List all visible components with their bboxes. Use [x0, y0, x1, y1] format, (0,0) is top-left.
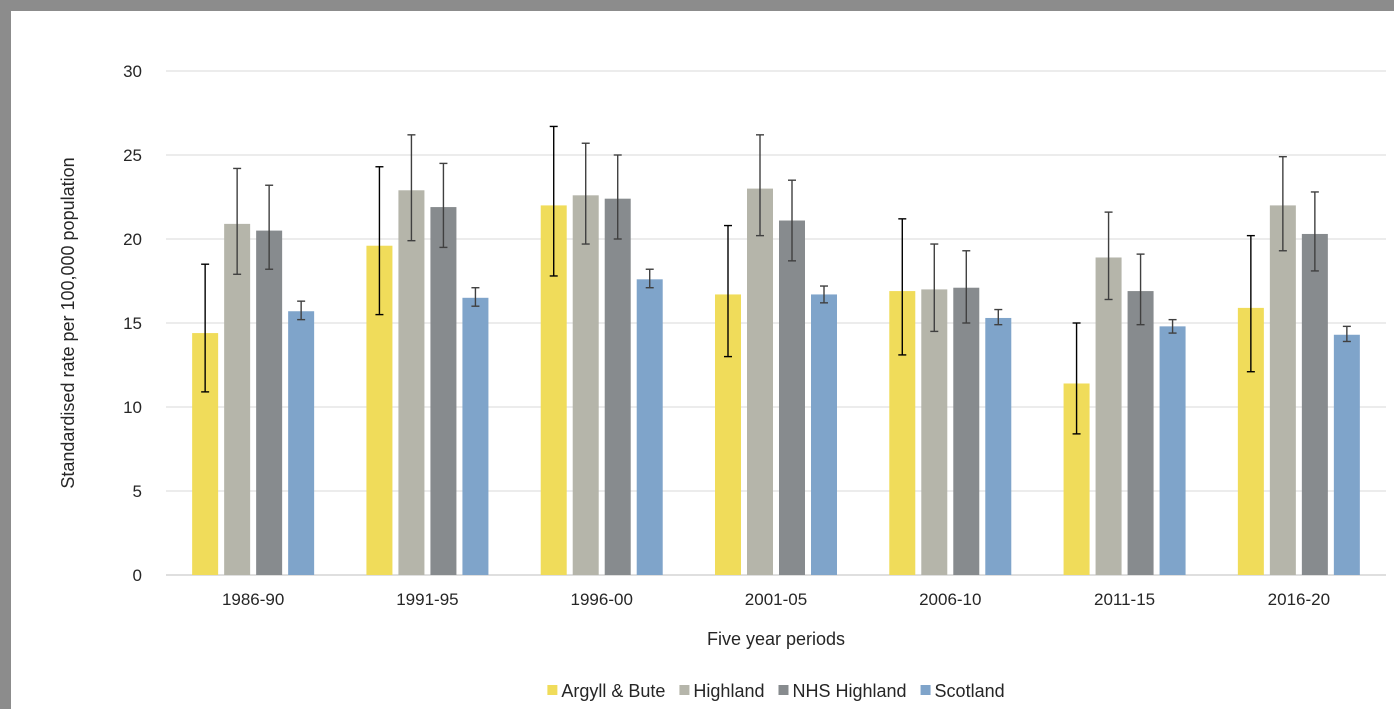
y-tick-label: 0: [133, 566, 142, 585]
bar: [572, 195, 599, 575]
bar: [636, 279, 663, 575]
bar: [256, 230, 283, 575]
x-tick-labels: 1986-90 1991-95 1996-00 2001-05 2006-10 2011-…: [222, 590, 1330, 609]
bar: [921, 289, 948, 575]
bar: [1095, 257, 1122, 575]
x-tick-label: 1996-00: [571, 590, 633, 609]
bar: [398, 190, 425, 575]
x-tick-label: 2001-05: [745, 590, 807, 609]
bar: [953, 287, 980, 575]
x-axis-title: Five year periods: [707, 629, 845, 649]
legend-item: NHS Highland: [778, 681, 907, 701]
bar: [1127, 291, 1154, 575]
bar-chart: 0 5 10 15 20 25 30 1986-90 1991-95 1996-00 2001-0…: [58, 62, 1386, 701]
y-tick-label: 15: [123, 314, 142, 333]
y-axis-title: Standardised rate per 100,000 population: [58, 157, 78, 488]
legend-label: Highland: [693, 681, 764, 701]
bars: [192, 188, 1360, 575]
bar: [779, 220, 805, 575]
gridlines: [166, 70, 1386, 576]
legend-label: Argyll & Bute: [561, 681, 665, 701]
x-tick-label: 2006-10: [919, 590, 981, 609]
legend-item: Argyll & Bute: [547, 681, 665, 701]
bar: [1333, 334, 1360, 575]
error-bars: [201, 125, 1351, 435]
y-tick-label: 20: [123, 230, 142, 249]
bar: [224, 223, 251, 575]
legend-label: NHS Highland: [792, 681, 906, 701]
legend-swatch: [920, 685, 931, 695]
legend-swatch: [778, 685, 789, 695]
x-tick-label: 1986-90: [222, 590, 284, 609]
legend-item: Scotland: [920, 681, 1005, 701]
legend-item: Highland: [679, 681, 764, 701]
bar: [811, 294, 837, 575]
bar: [1159, 326, 1186, 575]
bar: [1269, 205, 1296, 575]
bar: [1301, 233, 1328, 575]
legend: Argyll & Bute Highland NHS Highland Scotlan…: [547, 681, 1005, 701]
legend-label: Scotland: [935, 681, 1005, 701]
y-tick-label: 30: [123, 62, 142, 81]
bar: [747, 188, 773, 575]
y-tick-label: 10: [123, 398, 142, 417]
y-tick-label: 25: [123, 146, 142, 165]
legend-swatch: [547, 685, 558, 695]
x-tick-label: 2016-20: [1268, 590, 1330, 609]
bar: [288, 311, 315, 575]
x-tick-label: 2011-15: [1094, 590, 1155, 609]
x-tick-label: 1991-95: [396, 590, 458, 609]
bar: [462, 297, 489, 575]
y-tick-label: 5: [133, 482, 142, 501]
bar: [985, 317, 1012, 575]
bar: [430, 207, 457, 575]
legend-swatch: [679, 685, 690, 695]
y-tick-labels: 0 5 10 15 20 25 30: [123, 62, 142, 585]
bar: [604, 198, 631, 575]
